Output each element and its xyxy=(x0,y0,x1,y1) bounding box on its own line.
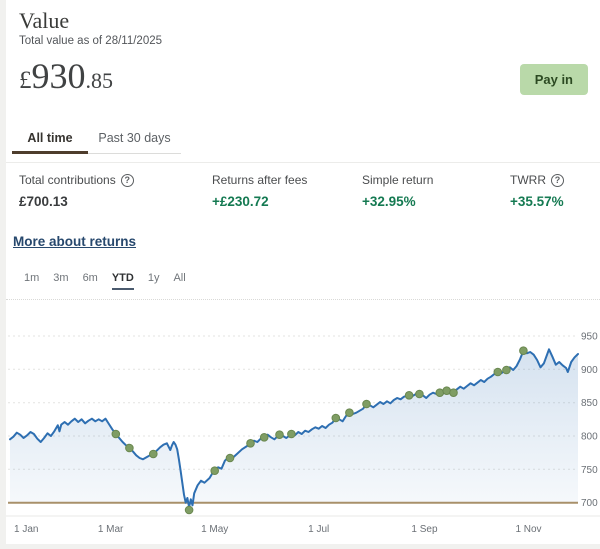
value-card: Value Total value as of 28/11/2025 £930.… xyxy=(6,0,600,544)
stat-value: £700.13 xyxy=(19,194,68,209)
range-all[interactable]: All xyxy=(173,272,186,284)
y-axis-label: 900 xyxy=(581,365,598,376)
info-icon[interactable]: ? xyxy=(551,173,564,187)
range-6m[interactable]: 6m xyxy=(82,272,98,284)
stat-label: Total contributions xyxy=(19,173,116,187)
area-fill xyxy=(10,349,578,508)
range-ytd[interactable]: YTD xyxy=(111,272,134,290)
value-chart[interactable]: 700 750 800 850 900 950 1 Jan 1 Mar 1 May 1 Jul 1 … xyxy=(6,306,600,544)
contribution-marker xyxy=(415,389,424,399)
stat-value: +32.95% xyxy=(362,194,416,209)
currency-symbol: £ xyxy=(19,67,32,94)
chart-range-selector: 1m 3m 6m YTD 1y All xyxy=(24,272,186,290)
x-axis-label: 1 Nov xyxy=(515,524,541,535)
stat-total-contributions: Total contributions ? £700.13 xyxy=(19,173,212,209)
contribution-marker xyxy=(225,453,235,463)
value-pounds: 930 xyxy=(31,56,86,96)
stat-value: +35.57% xyxy=(510,194,564,209)
stats-row: Total contributions ? £700.13 Returns af… xyxy=(19,173,594,209)
y-axis-label: 700 xyxy=(581,498,598,509)
range-3m[interactable]: 3m xyxy=(53,272,69,284)
contribution-marker xyxy=(125,443,134,453)
tab-all-time[interactable]: All time xyxy=(12,126,88,154)
value-pence: .85 xyxy=(85,68,114,93)
x-axis-labels: 1 Jan 1 Mar 1 May 1 Jul 1 Sep 1 Nov xyxy=(14,524,542,535)
stat-label: Returns after fees xyxy=(212,173,308,187)
stat-twrr: TWRR ? +35.57% xyxy=(510,173,594,209)
period-tabs: All time Past 30 days xyxy=(12,126,181,154)
contribution-marker xyxy=(502,365,511,375)
stat-returns-after-fees: Returns after fees ? +£230.72 xyxy=(212,173,362,209)
contribution-marker xyxy=(149,449,158,459)
contribution-marker xyxy=(246,439,255,448)
y-axis-label: 850 xyxy=(581,398,598,409)
contribution-marker xyxy=(259,433,269,442)
y-axis-label: 800 xyxy=(581,432,598,443)
total-value: £930.85 xyxy=(19,56,113,104)
contribution-marker xyxy=(275,430,284,439)
contribution-marker xyxy=(184,505,194,515)
section-divider xyxy=(6,162,600,163)
contribution-marker xyxy=(493,367,503,377)
stat-label: TWRR xyxy=(510,173,546,187)
stat-simple-return: Simple return ? +32.95% xyxy=(362,173,510,209)
x-axis-label: 1 May xyxy=(201,524,228,535)
pay-in-button[interactable]: Pay in xyxy=(519,64,588,95)
page-title: Value xyxy=(19,8,70,33)
range-1y[interactable]: 1y xyxy=(147,272,160,284)
more-about-returns-link[interactable]: More about returns xyxy=(13,234,137,249)
stat-label: Simple return xyxy=(362,173,434,187)
x-axis-label: 1 Jul xyxy=(308,524,329,535)
y-axis-label: 750 xyxy=(581,465,598,476)
y-axis-label: 950 xyxy=(581,332,598,343)
x-axis-label: 1 Sep xyxy=(411,524,438,535)
contribution-marker xyxy=(404,391,414,400)
info-icon[interactable]: ? xyxy=(120,173,134,187)
contribution-marker xyxy=(287,429,296,439)
contribution-marker xyxy=(362,399,371,409)
contribution-marker xyxy=(345,408,354,417)
stat-value: +£230.72 xyxy=(212,194,269,209)
tab-past-30-days[interactable]: Past 30 days xyxy=(88,126,181,154)
value-line xyxy=(9,348,579,509)
contribution-marker xyxy=(449,388,458,397)
contribution-marker xyxy=(210,466,219,475)
contribution-markers xyxy=(111,346,528,515)
x-axis-label: 1 Mar xyxy=(98,524,124,535)
range-1m[interactable]: 1m xyxy=(24,272,40,284)
value-subtitle: Total value as of 28/11/2025 xyxy=(19,35,163,47)
contribution-marker xyxy=(331,413,341,423)
contribution-marker xyxy=(519,346,528,356)
x-axis-label: 1 Jan xyxy=(14,524,38,535)
contribution-marker xyxy=(111,429,121,439)
chart-top-separator xyxy=(6,299,600,300)
